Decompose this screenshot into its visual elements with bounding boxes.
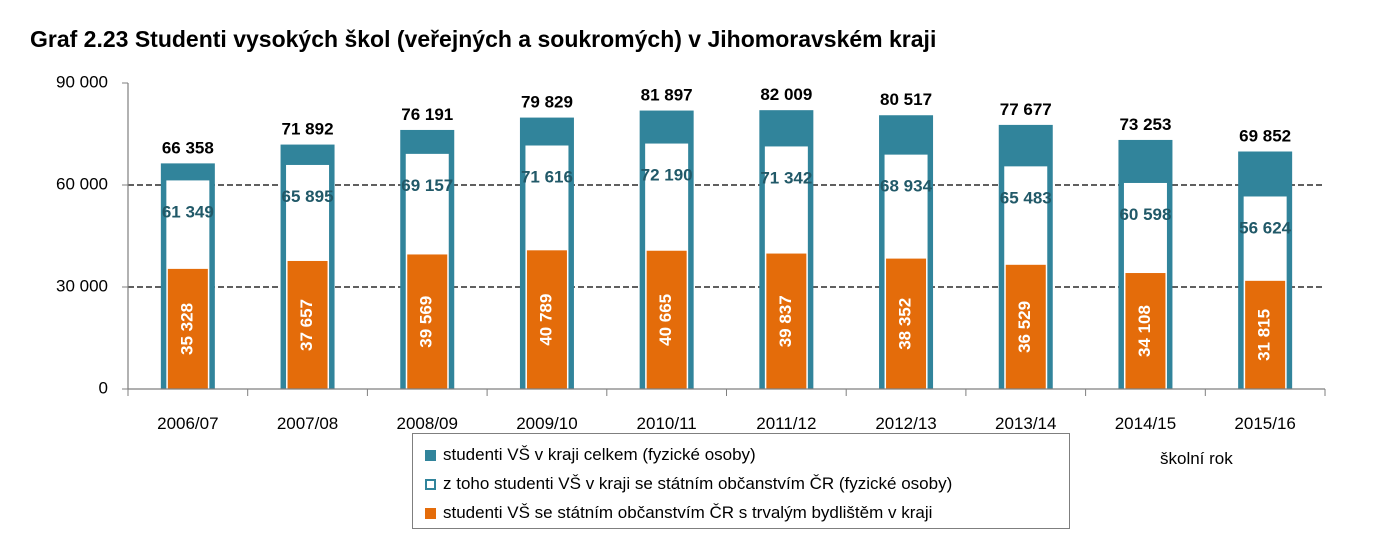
bar-resident <box>886 258 927 389</box>
data-label-czech: 69 157 <box>401 176 453 195</box>
data-label-resident: 39 837 <box>776 295 795 347</box>
x-tick-label: 2007/08 <box>277 414 338 433</box>
x-tick-label: 2014/15 <box>1115 414 1176 433</box>
data-label-czech: 71 342 <box>760 168 812 187</box>
y-tick-label: 90 000 <box>56 72 108 91</box>
legend: studenti VŠ v kraji celkem (fyzické osob… <box>412 433 1070 529</box>
bar-resident <box>287 260 328 389</box>
data-label-total: 76 191 <box>401 105 453 124</box>
data-label-czech: 61 349 <box>162 202 214 221</box>
legend-item-total: studenti VŠ v kraji celkem (fyzické osob… <box>425 440 756 470</box>
data-label-resident: 34 108 <box>1135 305 1154 357</box>
bar-resident <box>646 250 687 389</box>
data-label-czech: 71 616 <box>521 168 573 187</box>
data-label-total: 73 253 <box>1119 115 1171 134</box>
x-tick-label: 2009/10 <box>516 414 577 433</box>
data-label-total: 66 358 <box>162 138 214 157</box>
legend-item-resident: studenti VŠ se státním občanstvím ČR s t… <box>425 498 932 528</box>
data-label-total: 77 677 <box>1000 100 1052 119</box>
x-tick-label: 2011/12 <box>756 414 816 433</box>
x-tick-label: 2010/11 <box>637 414 697 433</box>
data-label-total: 69 852 <box>1239 127 1291 146</box>
bar-resident <box>1245 280 1286 389</box>
legend-label-czech: z toho studenti VŠ v kraji se státním ob… <box>443 474 953 493</box>
data-label-resident: 37 657 <box>297 299 316 351</box>
legend-item-czech: z toho studenti VŠ v kraji se státním ob… <box>425 469 952 499</box>
y-tick-label: 60 000 <box>56 174 108 193</box>
legend-swatch-czech <box>425 478 436 490</box>
bar-resident <box>526 250 567 389</box>
bar-resident <box>1005 264 1046 389</box>
bar-resident <box>1125 273 1166 389</box>
legend-label-total: studenti VŠ v kraji celkem (fyzické osob… <box>443 445 756 464</box>
x-tick-label: 2006/07 <box>157 414 218 433</box>
x-tick-label: 2008/09 <box>397 414 458 433</box>
data-label-total: 81 897 <box>641 86 693 105</box>
data-label-resident: 36 529 <box>1015 301 1034 353</box>
data-label-total: 82 009 <box>760 85 812 104</box>
data-label-czech: 72 190 <box>641 166 693 185</box>
chart-title: Graf 2.23 Studenti vysokých škol (veřejn… <box>30 26 937 52</box>
bar-resident <box>167 268 208 389</box>
legend-swatch-resident <box>425 507 436 519</box>
data-label-czech: 60 598 <box>1119 205 1171 224</box>
legend-swatch-total <box>425 449 436 461</box>
data-label-total: 80 517 <box>880 90 932 109</box>
data-label-total: 79 829 <box>521 93 573 112</box>
data-label-resident: 31 815 <box>1255 309 1274 361</box>
data-label-czech: 65 895 <box>282 187 334 206</box>
bar-resident <box>407 254 448 389</box>
data-label-czech: 56 624 <box>1239 218 1292 237</box>
data-label-resident: 40 789 <box>536 294 555 346</box>
bar-resident <box>766 253 807 389</box>
data-label-czech: 65 483 <box>1000 188 1052 207</box>
data-label-resident: 39 569 <box>417 296 436 348</box>
y-tick-label: 30 000 <box>56 276 108 295</box>
x-tick-label: 2012/13 <box>875 414 936 433</box>
x-axis-label: školní rok <box>1160 449 1233 468</box>
data-label-resident: 38 352 <box>896 298 915 350</box>
legend-label-resident: studenti VŠ se státním občanstvím ČR s t… <box>443 503 933 522</box>
x-tick-label: 2013/14 <box>995 414 1056 433</box>
data-label-total: 71 892 <box>282 120 334 139</box>
data-label-resident: 35 328 <box>177 303 196 355</box>
data-label-czech: 68 934 <box>880 177 933 196</box>
y-tick-label: 0 <box>99 378 108 397</box>
data-label-resident: 40 665 <box>656 294 675 346</box>
x-tick-label: 2015/16 <box>1234 414 1295 433</box>
